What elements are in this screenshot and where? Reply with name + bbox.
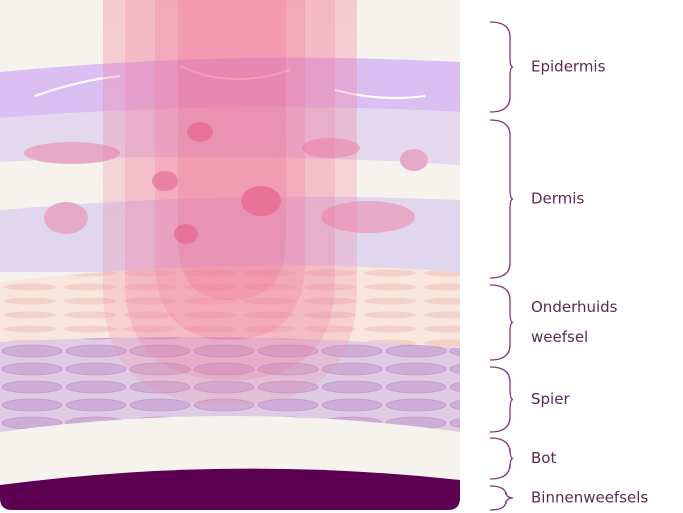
- bracket: [489, 119, 514, 279]
- layer-label: Epidermis: [531, 58, 606, 76]
- layer-label: Spier: [531, 390, 570, 408]
- layer-label: Onderhuids: [531, 298, 618, 316]
- bracket: [489, 21, 514, 113]
- bracket: [489, 485, 514, 511]
- bracket: [489, 437, 514, 480]
- bracket: [489, 366, 514, 433]
- layer-label: weefsel: [531, 328, 588, 346]
- labels: Epidermis Dermis Onderhuids weefsel Spier Bot…: [531, 58, 648, 507]
- layer-label: Bot: [531, 449, 556, 467]
- brackets: [489, 21, 514, 511]
- layers: [0, 0, 460, 510]
- layer-label: Dermis: [531, 190, 584, 208]
- layer-label: Binnenweefsels: [531, 489, 648, 507]
- bracket: [489, 284, 514, 361]
